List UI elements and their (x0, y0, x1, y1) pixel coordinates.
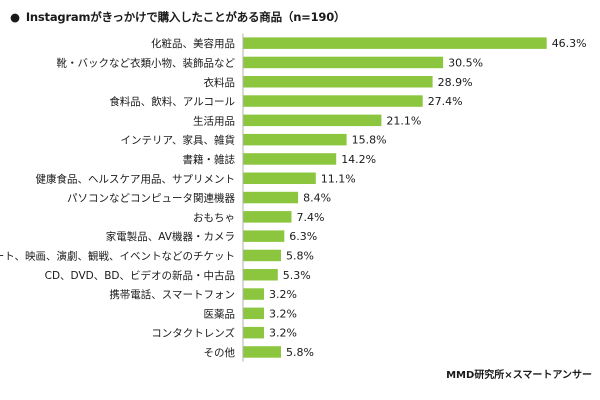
category-label: 書籍・雑誌 (183, 153, 236, 166)
bar (243, 192, 298, 204)
category-label: CD、DVD、BD、ビデオの新品・中古品 (45, 269, 235, 282)
value-label: 14.2% (341, 153, 376, 166)
bar (243, 76, 433, 88)
bar (243, 288, 264, 300)
value-label: 5.3% (283, 269, 311, 282)
value-label: 46.3% (552, 37, 587, 50)
category-label: 食料品、飲料、アルコール (109, 95, 235, 108)
bar (243, 57, 443, 68)
category-label: その他 (204, 346, 236, 359)
category-label: コンタクトレンズ (151, 327, 235, 340)
bar (243, 37, 547, 49)
bar (243, 346, 281, 358)
category-label: インテリア、家具、雑貨 (121, 134, 235, 147)
value-label: 3.2% (269, 307, 297, 320)
value-label: 27.4% (428, 95, 463, 108)
value-label: 3.2% (269, 288, 297, 301)
bar (243, 308, 264, 320)
bar (243, 327, 264, 339)
category-label: 靴・バックなど衣類小物、装飾品など (57, 56, 236, 69)
category-label: 生活用品 (193, 114, 235, 127)
value-label: 28.9% (438, 76, 473, 89)
bar (243, 211, 292, 223)
category-label: 衣料品 (204, 76, 236, 89)
value-label: 8.4% (303, 192, 331, 205)
value-label: 21.1% (386, 114, 421, 127)
bar (243, 115, 381, 127)
bar (243, 230, 284, 242)
value-label: 3.2% (269, 327, 297, 340)
category-label: 携帯電話、スマートフォン (109, 288, 235, 301)
category-label: おもちゃ (193, 212, 235, 224)
bar (243, 153, 336, 165)
value-label: 5.8% (286, 250, 314, 263)
bar (243, 95, 423, 107)
category-label: コンサート、映画、演劇、観戦、イベントなどのチケット (0, 250, 235, 263)
source-credit: MMD研究所×スマートアンサー (446, 366, 592, 381)
value-label: 15.8% (352, 134, 387, 147)
bar (243, 250, 281, 262)
category-label: 健康食品、ヘルスケア用品、サプリメント (36, 172, 236, 185)
value-label: 6.3% (289, 230, 317, 243)
bar (243, 134, 347, 146)
value-label: 5.8% (286, 346, 314, 359)
bar (243, 269, 278, 281)
bar-chart: 化粧品、美容用品 46.3% 靴・バックなど衣類小物、装飾品など 30.5% 衣料品 28… (0, 0, 600, 400)
value-label: 11.1% (321, 172, 356, 185)
category-label: 家電製品、AV機器・カメラ (106, 230, 235, 243)
bar (243, 173, 316, 185)
category-label: パソコンなどコンピュータ関連機器 (67, 192, 235, 205)
value-label: 7.4% (297, 211, 325, 224)
category-label: 医薬品 (204, 308, 236, 320)
category-label: 化粧品、美容用品 (151, 37, 235, 50)
value-label: 30.5% (448, 56, 483, 69)
